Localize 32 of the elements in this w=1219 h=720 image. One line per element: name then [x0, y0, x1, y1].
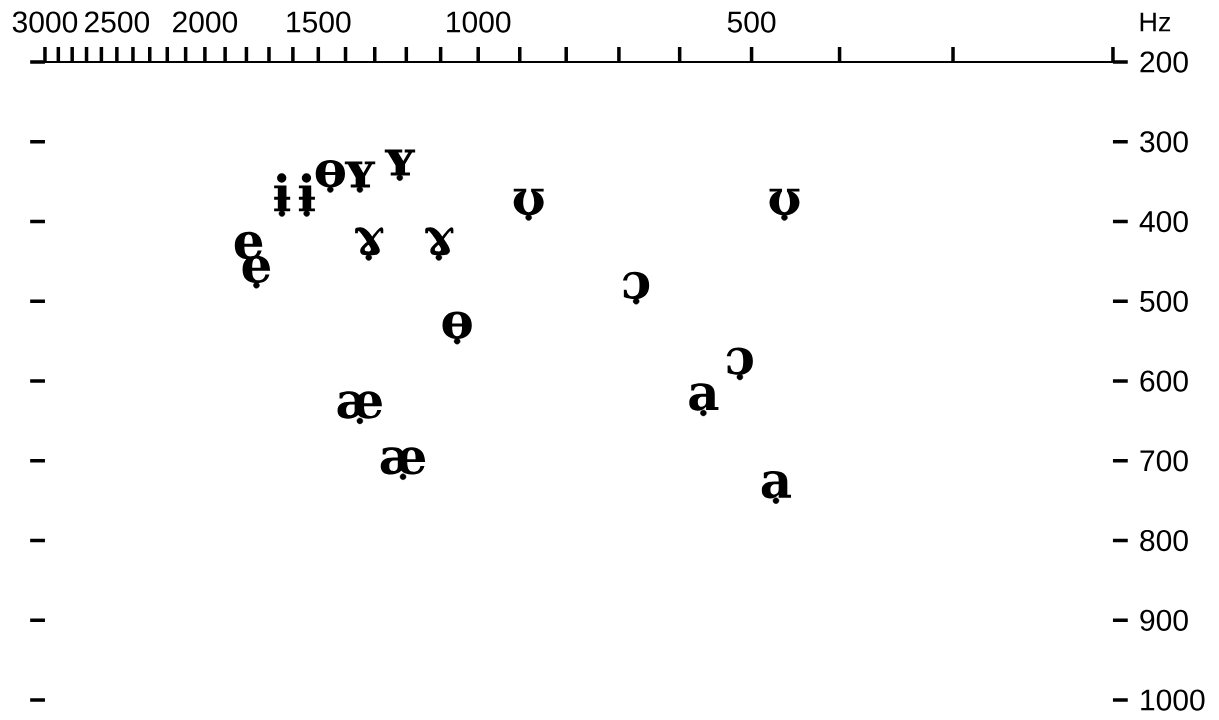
text: ɨ [274, 173, 291, 212]
y-tick-label: 300 [1140, 131, 1188, 153]
text: ʊ [769, 188, 800, 216]
x-tick-label: 1500 [287, 11, 351, 33]
text: ɵ [315, 160, 345, 188]
text: æ [380, 447, 426, 475]
x-tick-label: 500 [727, 11, 776, 33]
y-tick-label: 900 [1140, 609, 1188, 631]
series-label: ɨ [298, 173, 315, 212]
text: ɔ [726, 347, 753, 375]
y-tick-label: 1000 [1141, 689, 1205, 711]
series-label: ʏ [344, 161, 376, 188]
series-label: æ [337, 391, 382, 419]
y-tick-label: 200 [1140, 51, 1188, 73]
text: a [761, 471, 792, 499]
series-label: ɔ [622, 271, 650, 300]
y-tick-label: 500 [1140, 290, 1188, 312]
series-label: ɤ [355, 227, 384, 256]
y-tick-label: 800 [1140, 529, 1188, 552]
y-tick-label: 700 [1140, 450, 1188, 472]
y-tick-label: 400 [1139, 210, 1188, 233]
y-tick-label: 600 [1140, 370, 1188, 392]
x-tick-label: 1000 [447, 11, 511, 33]
series-label: ɵ [442, 311, 472, 339]
x-tick-label: 3000 [12, 11, 78, 33]
x-tick-label: 2000 [173, 11, 238, 33]
x-tick-label: 2500 [85, 11, 150, 33]
series-label: ʊ [513, 188, 544, 216]
x-axis-title: Hz [1140, 12, 1171, 32]
text: ɤ [425, 227, 454, 256]
text: ʏ [384, 149, 416, 176]
series-label: a [689, 383, 719, 411]
